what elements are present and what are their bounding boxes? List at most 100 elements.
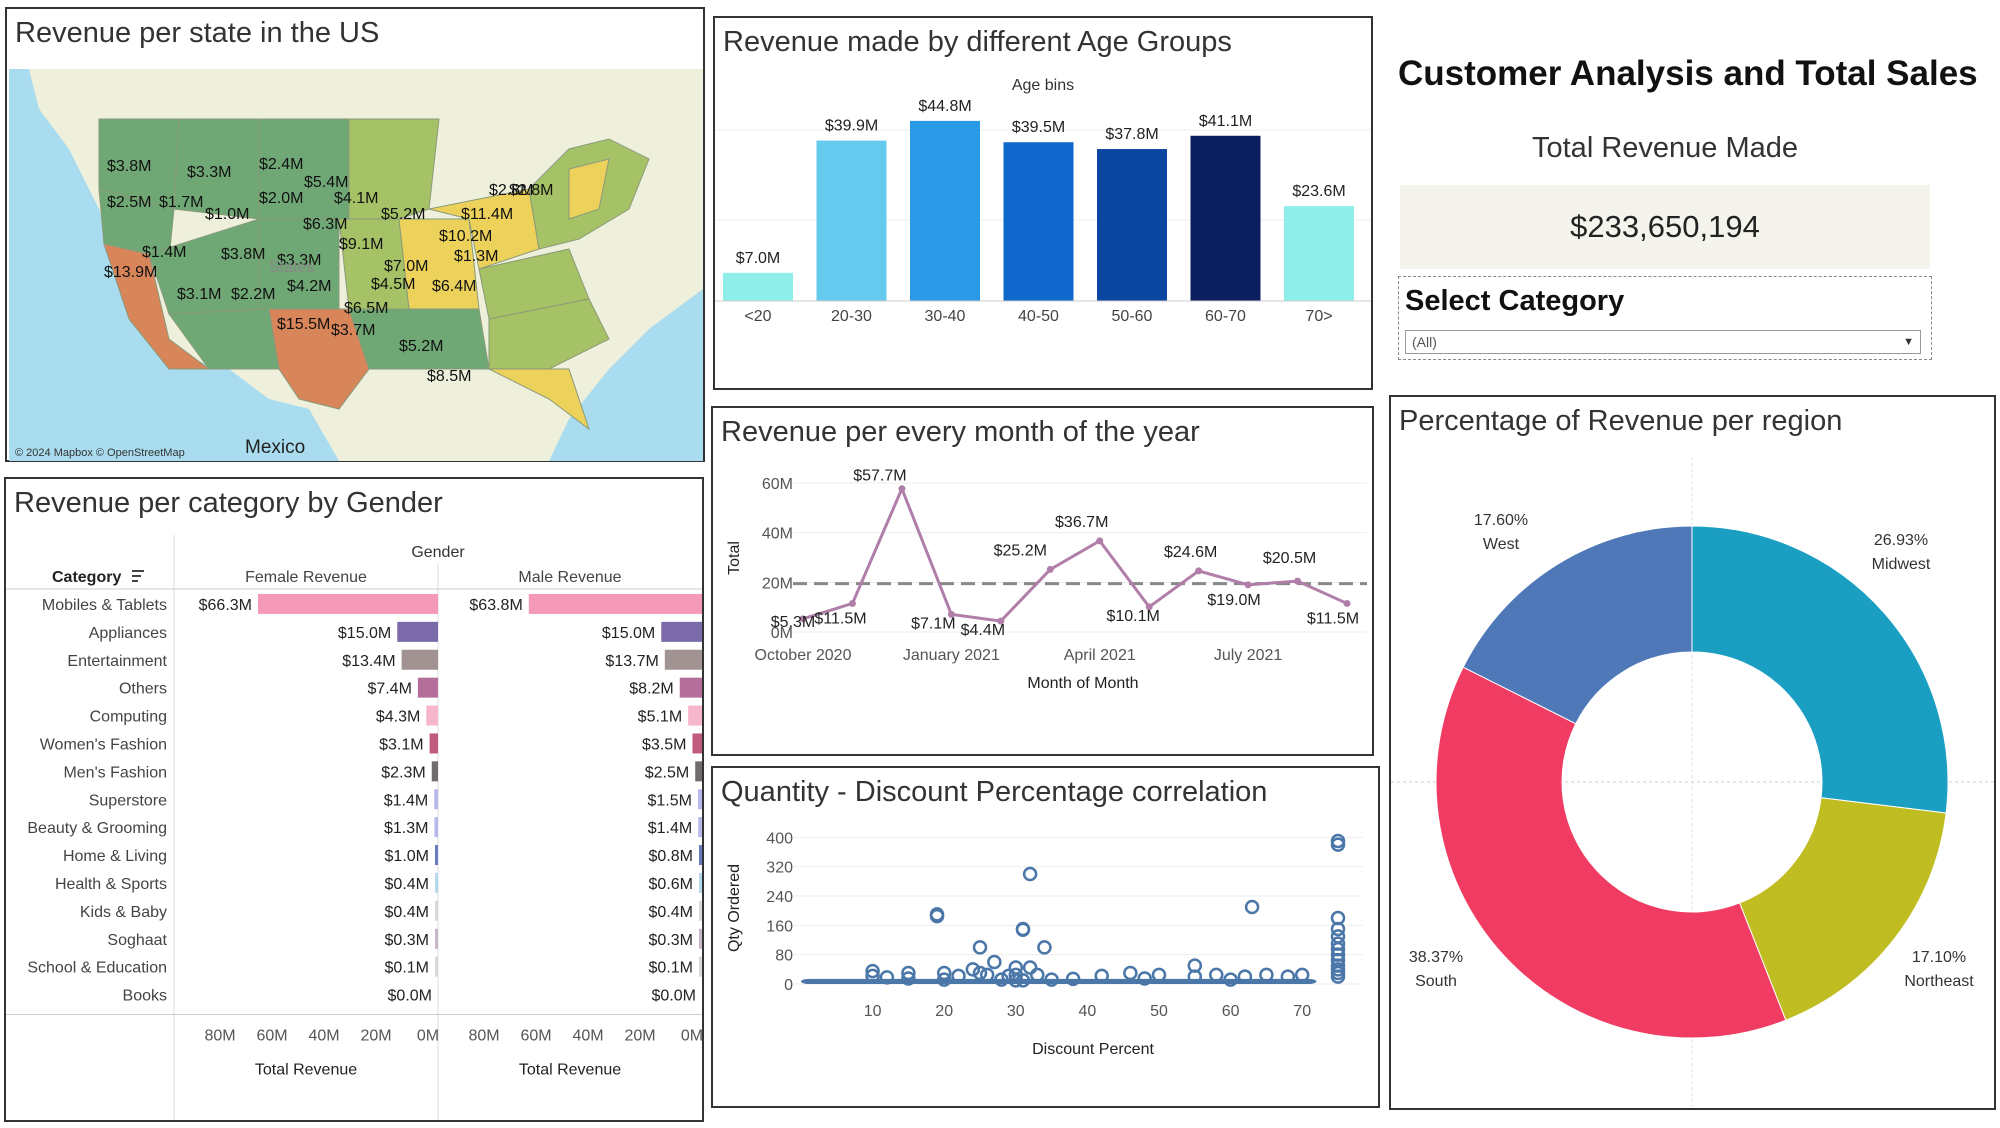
month-point[interactable] bbox=[1145, 603, 1153, 611]
month-point[interactable] bbox=[997, 617, 1005, 625]
scatter-point[interactable] bbox=[1237, 969, 1253, 984]
scatter-point[interactable] bbox=[1223, 972, 1238, 987]
gender-bar[interactable] bbox=[401, 649, 438, 670]
month-point[interactable] bbox=[848, 599, 856, 607]
gender-bar[interactable] bbox=[679, 677, 702, 698]
scatter-point[interactable] bbox=[1330, 969, 1346, 984]
scatter-point[interactable] bbox=[901, 971, 916, 986]
donut-slice-northeast[interactable] bbox=[1738, 797, 1947, 1021]
age-bar[interactable] bbox=[723, 272, 793, 301]
map-state-16[interactable] bbox=[488, 368, 590, 431]
age-bar[interactable] bbox=[1097, 149, 1167, 301]
scatter-point[interactable] bbox=[979, 967, 995, 983]
scatter-point[interactable] bbox=[1330, 837, 1346, 852]
scatter-point[interactable] bbox=[972, 965, 988, 981]
scatter-point[interactable] bbox=[965, 962, 981, 977]
gender-bar[interactable] bbox=[692, 733, 702, 754]
scatter-point[interactable] bbox=[1015, 922, 1031, 937]
scatter-point[interactable] bbox=[1137, 971, 1152, 986]
scatter-point[interactable] bbox=[1008, 973, 1024, 988]
scatter-point[interactable] bbox=[1037, 940, 1052, 955]
scatter-point[interactable] bbox=[865, 963, 880, 979]
gender-bar[interactable] bbox=[429, 733, 438, 754]
scatter-point[interactable] bbox=[1330, 921, 1346, 937]
map-state-15[interactable] bbox=[488, 298, 610, 370]
scatter-point[interactable] bbox=[1280, 969, 1296, 984]
donut-slice-midwest[interactable] bbox=[1691, 525, 1949, 814]
month-point[interactable] bbox=[1096, 537, 1104, 545]
scatter-point[interactable] bbox=[1015, 973, 1031, 988]
scatter-point[interactable] bbox=[1065, 971, 1081, 987]
gender-bar[interactable] bbox=[435, 928, 438, 949]
scatter-point[interactable] bbox=[936, 972, 952, 987]
gender-bar[interactable] bbox=[258, 593, 438, 614]
month-line[interactable] bbox=[802, 484, 1348, 623]
category-select[interactable]: (All) ▼ bbox=[1405, 330, 1921, 354]
gender-bar[interactable] bbox=[699, 928, 702, 949]
gender-bar[interactable] bbox=[417, 677, 438, 698]
age-bar[interactable] bbox=[910, 120, 980, 302]
donut-slice-west[interactable] bbox=[1462, 525, 1693, 725]
scatter-point[interactable] bbox=[901, 965, 916, 981]
gender-bar[interactable] bbox=[434, 817, 438, 838]
gender-bar[interactable] bbox=[435, 872, 438, 893]
map-state-10[interactable] bbox=[348, 118, 440, 220]
scatter-point[interactable] bbox=[1209, 967, 1224, 983]
month-point[interactable] bbox=[1343, 599, 1351, 607]
map-state-12[interactable] bbox=[428, 188, 540, 270]
scatter-point[interactable] bbox=[1022, 960, 1038, 975]
age-bar[interactable] bbox=[1284, 206, 1354, 301]
gender-bar[interactable] bbox=[688, 705, 702, 726]
scatter-point[interactable] bbox=[1030, 967, 1045, 983]
age-bar[interactable] bbox=[1190, 135, 1261, 301]
scatter-point[interactable] bbox=[994, 972, 1009, 987]
gender-bar[interactable] bbox=[664, 649, 702, 670]
gender-bar[interactable] bbox=[435, 956, 438, 977]
scatter-point[interactable] bbox=[1259, 967, 1274, 983]
gender-bar[interactable] bbox=[695, 761, 702, 782]
sort-icon[interactable] bbox=[132, 570, 144, 582]
gender-bar[interactable] bbox=[434, 789, 438, 810]
us-map[interactable]: $3.8M $3.3M $2.4M$5.4M $2.8M $2.5M $1.7M $2.0M… bbox=[9, 69, 703, 461]
gender-bar[interactable] bbox=[528, 593, 702, 614]
scatter-point[interactable] bbox=[1187, 969, 1203, 984]
gender-bar[interactable] bbox=[697, 789, 702, 810]
month-point[interactable] bbox=[1195, 567, 1203, 575]
scatter-point[interactable] bbox=[1022, 866, 1038, 882]
scatter-point[interactable] bbox=[972, 940, 988, 955]
scatter-point[interactable] bbox=[929, 908, 945, 924]
gender-bar[interactable] bbox=[426, 705, 438, 726]
scatter-point[interactable] bbox=[1094, 968, 1109, 984]
scatter-point[interactable] bbox=[987, 954, 1002, 970]
age-bar[interactable] bbox=[816, 140, 887, 301]
gender-bar[interactable] bbox=[699, 872, 702, 893]
scatter-point[interactable] bbox=[1044, 972, 1059, 987]
scatter-point[interactable] bbox=[1294, 967, 1310, 983]
scatter-point[interactable] bbox=[936, 965, 952, 981]
gender-bar[interactable] bbox=[435, 845, 438, 866]
donut-slice-south[interactable] bbox=[1435, 666, 1787, 1039]
month-point[interactable] bbox=[898, 485, 906, 493]
scatter-point[interactable] bbox=[865, 968, 880, 984]
gender-bar[interactable] bbox=[431, 761, 438, 782]
scatter-point[interactable] bbox=[1244, 899, 1260, 915]
scatter-point[interactable] bbox=[1001, 968, 1016, 984]
gender-bar[interactable] bbox=[699, 845, 702, 866]
scatter-point[interactable] bbox=[879, 970, 895, 985]
age-bar[interactable] bbox=[1003, 142, 1074, 301]
month-point[interactable] bbox=[1294, 577, 1302, 585]
scatter-point[interactable] bbox=[1151, 967, 1167, 983]
gender-bar[interactable] bbox=[698, 817, 702, 838]
chevron-down-icon[interactable]: ▼ bbox=[1903, 336, 1914, 348]
month-point[interactable] bbox=[1046, 565, 1054, 573]
gender-bar[interactable] bbox=[699, 900, 702, 921]
scatter-point[interactable] bbox=[951, 968, 966, 984]
gender-bar[interactable] bbox=[699, 956, 702, 977]
month-point[interactable] bbox=[947, 610, 955, 618]
map-state-18[interactable] bbox=[568, 158, 610, 220]
month-point[interactable] bbox=[1244, 581, 1252, 589]
gender-bar[interactable] bbox=[397, 621, 438, 642]
scatter-point[interactable] bbox=[1123, 965, 1138, 981]
gender-bar[interactable] bbox=[661, 621, 702, 642]
gender-bar[interactable] bbox=[435, 900, 438, 921]
